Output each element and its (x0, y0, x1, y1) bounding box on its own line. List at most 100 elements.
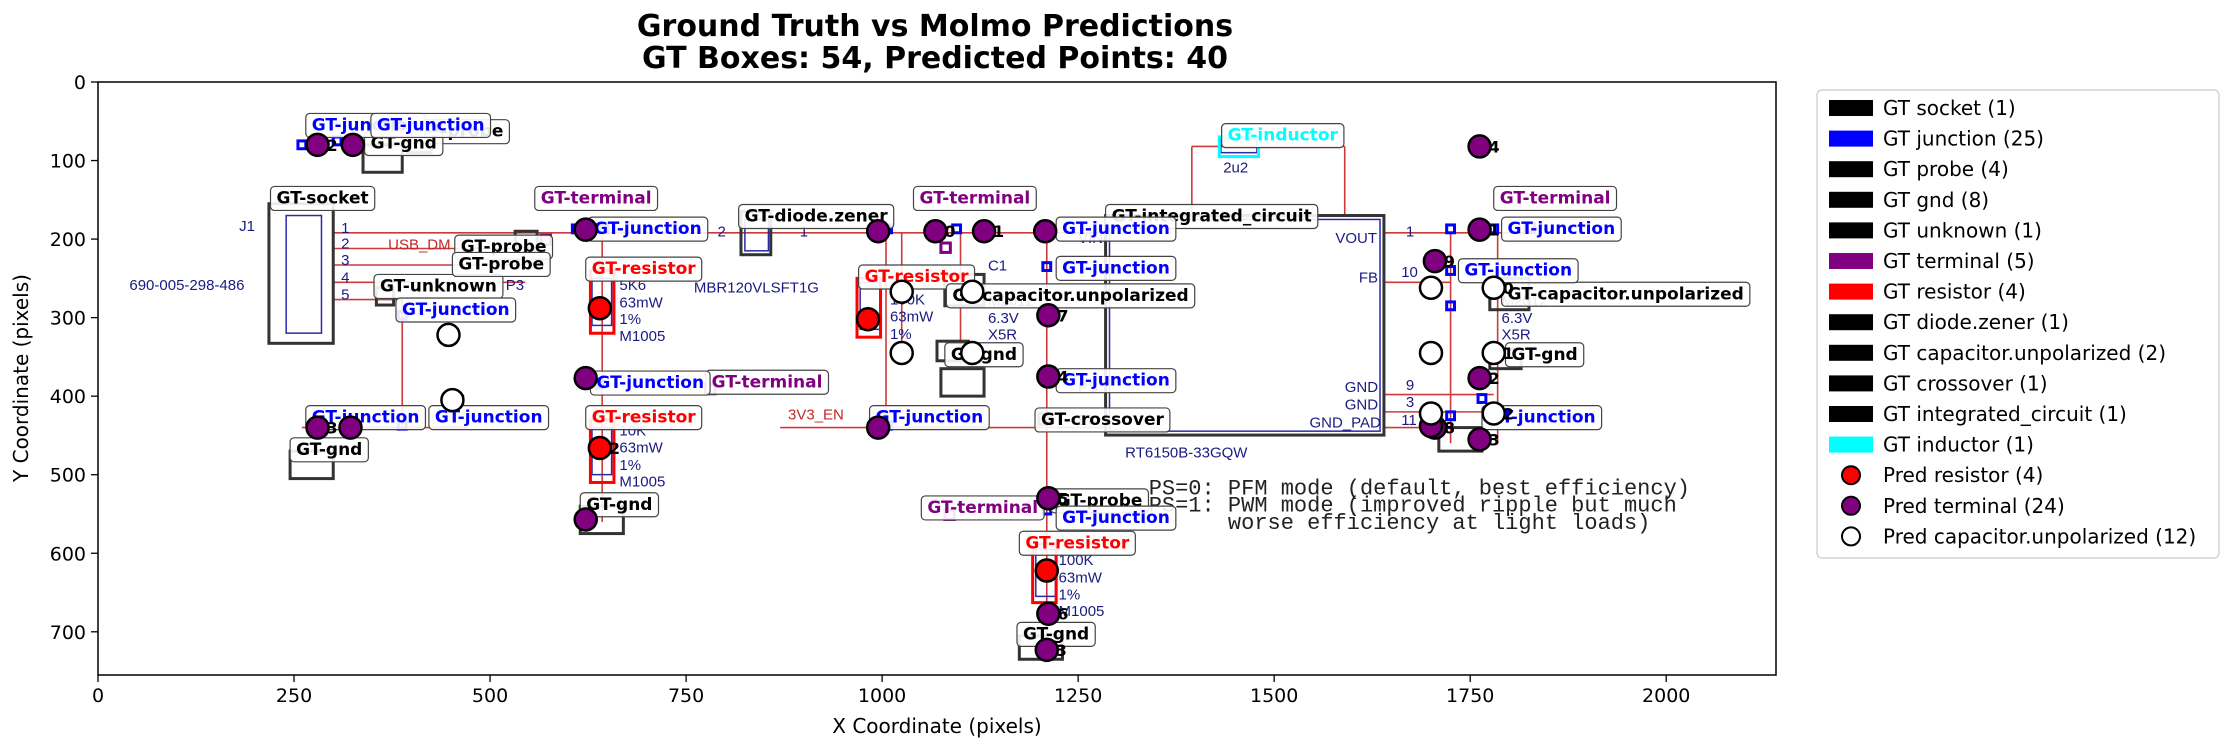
gt-label-box (579, 492, 660, 518)
schematic-text: 9 (1406, 377, 1414, 394)
gt-label: GT-resistor (585, 404, 703, 431)
gt-label: GT-junction (1055, 368, 1177, 394)
pred-point-id: 3 (327, 419, 338, 438)
legend-swatch (1829, 161, 1873, 178)
legend-entry: GT gnd (8) (1883, 188, 1989, 212)
legend-swatch (1829, 253, 1873, 269)
chart-title: Ground Truth vs Molmo Predictions (637, 9, 1233, 44)
gt-label-box (1034, 407, 1171, 433)
schematic-text: 1 (341, 220, 349, 237)
pred-point-terminal (1036, 486, 1061, 511)
gt-label-text: GT-junction (1062, 258, 1170, 278)
schematic-text: 63mW (890, 309, 934, 326)
legend-swatch (1829, 100, 1873, 116)
gt-label-text: GT-terminal (712, 372, 823, 392)
pred-point-terminal (573, 507, 598, 532)
schematic-text: X5R (988, 327, 1017, 344)
schematic-text: 6.3V (988, 310, 1019, 327)
gt-label: GT-junction (1055, 505, 1177, 531)
schematic-text: 1% (619, 311, 641, 328)
schematic-text: VOUT (1335, 230, 1377, 247)
gt-label-box (305, 404, 427, 431)
gt-label-text: GT-junction (435, 408, 543, 428)
pred-point-id: 4 (1057, 368, 1068, 387)
schematic-text: 1 (1406, 224, 1414, 241)
legend-marker (1841, 526, 1861, 547)
pred-point-terminal (923, 218, 948, 244)
gt-label-text: GT-junction (1062, 508, 1170, 528)
pred-point-terminal (305, 132, 330, 158)
gt-label-text: GT-resistor (592, 408, 697, 428)
schematic-text: 4 (341, 269, 349, 286)
schematic-text: M1005 (1059, 603, 1105, 620)
gt-label: GT-terminal (1493, 185, 1618, 212)
y-tick-label: 700 (50, 622, 86, 644)
gt-label-box (868, 404, 990, 431)
gt-label-box (585, 256, 703, 282)
x-axis-label: X Coordinate (pixels) (832, 714, 1041, 738)
schematic-note: worse efficiency at light loads) (1149, 511, 1651, 536)
schematic-text: 1% (890, 326, 912, 343)
schematic-text: C1 (988, 258, 1007, 275)
plot-frame (97, 81, 1777, 676)
pred-point-capacitor (1418, 275, 1444, 301)
gt-label-text: GT-resistor (1025, 533, 1130, 553)
gt-label-text: GT-junction (594, 219, 702, 239)
gt-label-text: GT-junction (1062, 219, 1170, 239)
legend-entry: Pred resistor (4) (1883, 463, 2043, 487)
pred-point-capacitor (889, 340, 914, 366)
pred-point-terminal (1422, 248, 1448, 274)
pred-point-id: 7 (1057, 306, 1068, 325)
schematic-text: 1% (619, 457, 641, 474)
y-tick-label: 600 (50, 543, 86, 565)
schematic-outline (285, 214, 323, 334)
gt-label: GT-terminal (534, 185, 659, 212)
gt-label: GT-terminal (912, 185, 1037, 212)
legend-entry: Pred capacitor.unpolarized (12) (1883, 524, 2196, 548)
schematic-text: 3 (341, 252, 349, 269)
legend: GT socket (1) GT junction (25) GT probe (4… (1816, 89, 2220, 559)
gt-label-text: GT-gnd (296, 440, 362, 460)
legend-swatch (1829, 314, 1873, 331)
legend-entry: GT probe (4) (1883, 157, 2009, 181)
pred-point-capacitor (889, 279, 914, 304)
pred-point-terminal (865, 218, 891, 244)
gt-label: GT-crossover (1034, 407, 1171, 433)
y-axis-label: Y Coordinate (pixels) (9, 274, 33, 483)
gt-label-text: GT-junction (402, 300, 510, 320)
gt-label-text: GT-terminal (919, 188, 1030, 208)
pred-point-id: 0 (1503, 279, 1514, 298)
pred-point-capacitor (1481, 340, 1506, 366)
legend-entry: GT terminal (5) (1883, 249, 2035, 273)
pred-point-capacitor (960, 340, 985, 366)
gt-box (1445, 223, 1457, 235)
legend-marker (1841, 495, 1861, 516)
y-tick-label: 100 (50, 151, 86, 173)
schematic-text: 63mW (1059, 569, 1103, 586)
y-tick-label: 200 (50, 229, 86, 251)
gt-label-text: GT-junction (312, 408, 420, 428)
gt-label-text: GT-gnd (1023, 624, 1089, 644)
pred-point-terminal (865, 415, 891, 440)
x-tick-label: 750 (668, 685, 704, 707)
y-tick-label: 400 (50, 386, 86, 408)
legend-entry: GT inductor (1) (1883, 433, 2034, 457)
legend-swatch (1829, 375, 1873, 392)
pred-point-resistor (587, 435, 613, 461)
gt-label: GT-junction (589, 370, 711, 396)
gt-box (1445, 300, 1457, 312)
pred-point-capacitor (1418, 340, 1444, 366)
gt-label-box (1493, 185, 1618, 212)
pred-point-id: 2 (327, 136, 338, 155)
pred-point-terminal (573, 365, 598, 391)
legend-swatch (1829, 406, 1873, 422)
schematic-text: GND (1345, 379, 1379, 396)
schematic-text: X5R (1502, 327, 1531, 344)
gt-label-text: GT-gnd (1511, 345, 1577, 365)
gt-label-text: GT-resistor (592, 259, 697, 279)
pred-point-terminal (340, 132, 366, 158)
y-tick-label: 500 (50, 465, 86, 487)
gt-label: GT-junction (370, 112, 492, 139)
schematic-text: 5 (341, 287, 349, 304)
